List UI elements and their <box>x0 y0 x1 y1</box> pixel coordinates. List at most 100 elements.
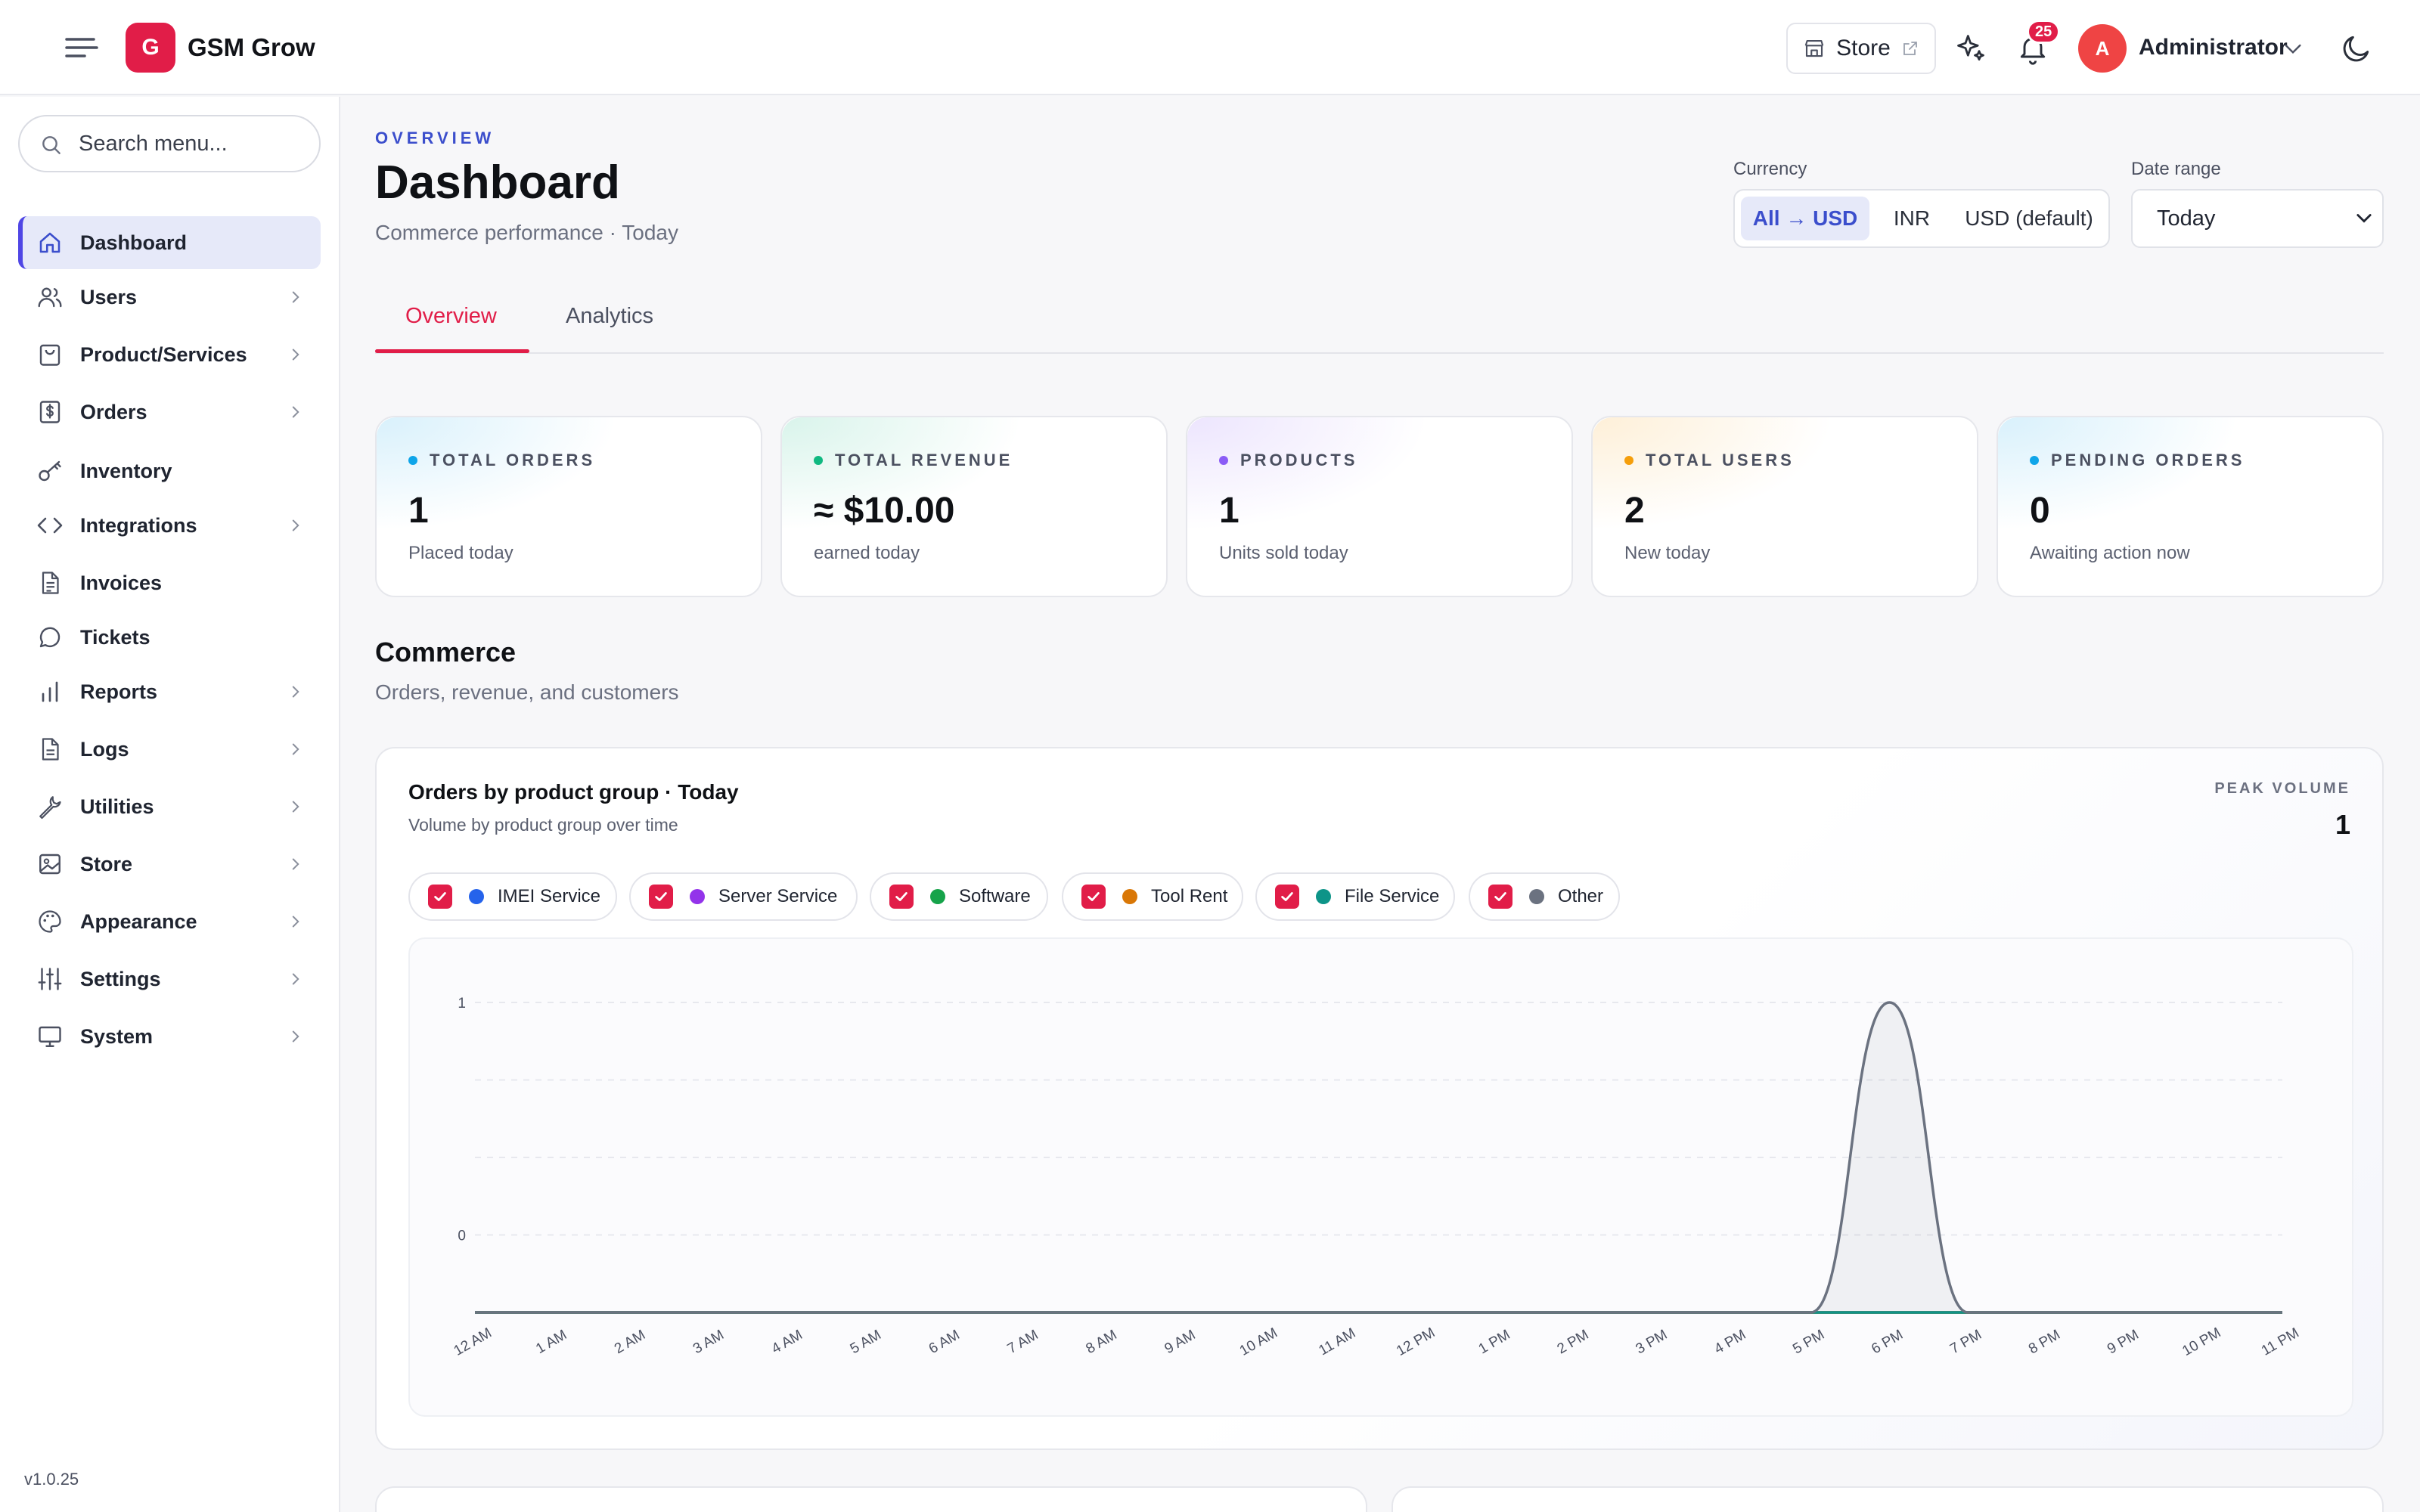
sidebar-item-label: Dashboard <box>80 231 188 254</box>
sidebar-item-logs[interactable]: Logs <box>18 723 321 776</box>
kpi-value: 1 <box>408 491 429 531</box>
kpi-value: 2 <box>1624 491 1645 531</box>
moon-icon[interactable] <box>2340 32 2373 65</box>
legend-toggle-other[interactable]: Other <box>1469 872 1620 921</box>
sidebar-item-users[interactable]: Users <box>18 271 321 324</box>
checkbox-checked-icon <box>1081 885 1106 909</box>
legend-label: Tool Rent <box>1151 886 1228 906</box>
user-name[interactable]: Administrator <box>2139 35 2288 60</box>
kpi-label-text: TOTAL USERS <box>1646 451 1795 469</box>
legend-toggle-tool-rent[interactable]: Tool Rent <box>1062 872 1243 921</box>
sidebar-item-label: System <box>80 1024 154 1048</box>
chevron-right-icon <box>292 686 299 698</box>
tab-bar: Overview Analytics <box>375 293 2384 354</box>
legend-toggle-imei-service[interactable]: IMEI Service <box>408 872 617 921</box>
legend-toggle-file-service[interactable]: File Service <box>1255 872 1455 921</box>
sidebar-item-label: Logs <box>80 737 129 761</box>
active-tab-indicator <box>375 349 529 353</box>
x-tick-label: 11 AM <box>1316 1325 1358 1359</box>
kpi-label: PENDING ORDERS <box>2030 451 2245 470</box>
chevron-right-icon <box>292 801 299 813</box>
sidebar-item-reports[interactable]: Reports <box>18 665 321 718</box>
chevron-right-icon <box>292 291 299 303</box>
brand-logo[interactable]: G <box>126 23 175 73</box>
notification-badge: 25 <box>2027 20 2061 44</box>
x-tick-label: 6 AM <box>926 1327 963 1357</box>
status-dot <box>1219 456 1228 465</box>
sidebar-item-label: Appearance <box>80 909 197 933</box>
kpi-label: TOTAL USERS <box>1624 451 1795 470</box>
sidebar-item-inventory[interactable]: Inventory <box>18 445 321 497</box>
currency-option-usd-default[interactable]: USD (default) <box>1965 206 2093 230</box>
sidebar-item-tickets[interactable]: Tickets <box>18 611 321 664</box>
kpi-label: TOTAL ORDERS <box>408 451 595 470</box>
currency-label: Currency <box>1733 159 1807 179</box>
kpi-subtext: Units sold today <box>1219 543 1348 563</box>
kpi-label-text: PRODUCTS <box>1240 451 1358 469</box>
x-tick-label: 10 PM <box>2180 1325 2223 1359</box>
chevron-right-icon <box>292 1030 299 1043</box>
sidebar-item-system[interactable]: System <box>18 1010 321 1063</box>
sidebar-item-product-services[interactable]: Product/Services <box>18 328 321 381</box>
sparkles-icon[interactable] <box>1954 32 1987 65</box>
x-tick-label: 8 AM <box>1084 1327 1120 1357</box>
currency-option-inr[interactable]: INR <box>1893 206 1931 230</box>
series-color-dot <box>690 889 705 904</box>
legend-toggle-software[interactable]: Software <box>870 872 1048 921</box>
sidebar-item-appearance[interactable]: Appearance <box>18 895 321 948</box>
legend-label: Other <box>1558 886 1604 906</box>
kpi-card-total-orders: TOTAL ORDERS 1 Placed today <box>375 416 762 597</box>
page-eyebrow: OVERVIEW <box>375 129 495 147</box>
legend-label: Software <box>959 886 1031 906</box>
sidebar-item-settings[interactable]: Settings <box>18 953 321 1005</box>
x-tick-label: 2 PM <box>1555 1327 1592 1357</box>
card-glow <box>1187 417 1429 531</box>
tab-overview[interactable]: Overview <box>405 304 497 328</box>
menu-toggle-icon[interactable] <box>64 33 100 62</box>
sidebar-item-invoices[interactable]: Invoices <box>18 556 321 609</box>
chevron-down-icon[interactable] <box>2281 36 2305 60</box>
avatar[interactable]: A <box>2078 24 2127 73</box>
sidebar-item-integrations[interactable]: Integrations <box>18 499 321 552</box>
sidebar-item-label: Reports <box>80 680 158 703</box>
x-tick-label: 2 AM <box>612 1327 648 1357</box>
store-button[interactable]: Store <box>1786 23 1936 74</box>
date-range-select[interactable]: Today <box>2131 189 2384 248</box>
search-input[interactable]: Search menu... <box>18 115 321 172</box>
sidebar-item-dashboard[interactable]: Dashboard <box>18 216 321 269</box>
sidebar-item-utilities[interactable]: Utilities <box>18 780 321 833</box>
kpi-value: ≈ $10.00 <box>814 491 955 531</box>
checkbox-checked-icon <box>649 885 673 909</box>
kpi-value: 1 <box>1219 491 1239 531</box>
brand-name[interactable]: GSM Grow <box>188 33 315 61</box>
checkbox-checked-icon <box>889 885 914 909</box>
kpi-label-text: TOTAL REVENUE <box>835 451 1013 469</box>
peak-volume-label: PEAK VOLUME <box>2214 780 2350 797</box>
y-tick-label: 0 <box>458 1228 466 1244</box>
series-color-dot <box>1316 889 1331 904</box>
x-tick-label: 3 AM <box>690 1327 727 1357</box>
x-tick-label: 6 PM <box>1869 1327 1906 1357</box>
currency-option-all-usd[interactable]: All → USD <box>1741 197 1869 240</box>
x-tick-label: 12 PM <box>1394 1325 1438 1359</box>
x-tick-label: 1 AM <box>533 1327 569 1357</box>
chevron-right-icon <box>292 858 299 870</box>
series-line-other <box>475 1001 2282 1314</box>
chevron-right-icon <box>292 916 299 928</box>
sidebar-item-label: Utilities <box>80 795 154 818</box>
kpi-label: TOTAL REVENUE <box>814 451 1013 470</box>
kpi-card-total-revenue: TOTAL REVENUE ≈ $10.00 earned today <box>780 416 1168 597</box>
sidebar-item-store[interactable]: Store <box>18 838 321 891</box>
legend-toggle-server-service[interactable]: Server Service <box>629 872 858 921</box>
sidebar-item-label: Orders <box>80 400 147 423</box>
chevron-right-icon <box>292 743 299 755</box>
card-glow <box>782 417 1024 531</box>
tab-analytics[interactable]: Analytics <box>566 304 654 328</box>
status-dot <box>408 456 417 465</box>
external-link-icon <box>1903 42 1917 55</box>
x-tick-label: 7 AM <box>1005 1327 1041 1357</box>
search-icon <box>42 136 60 154</box>
app-version: v1.0.25 <box>24 1470 79 1489</box>
page-subtitle: Commerce performance · Today <box>375 221 678 244</box>
sidebar-item-orders[interactable]: Orders <box>18 386 321 438</box>
